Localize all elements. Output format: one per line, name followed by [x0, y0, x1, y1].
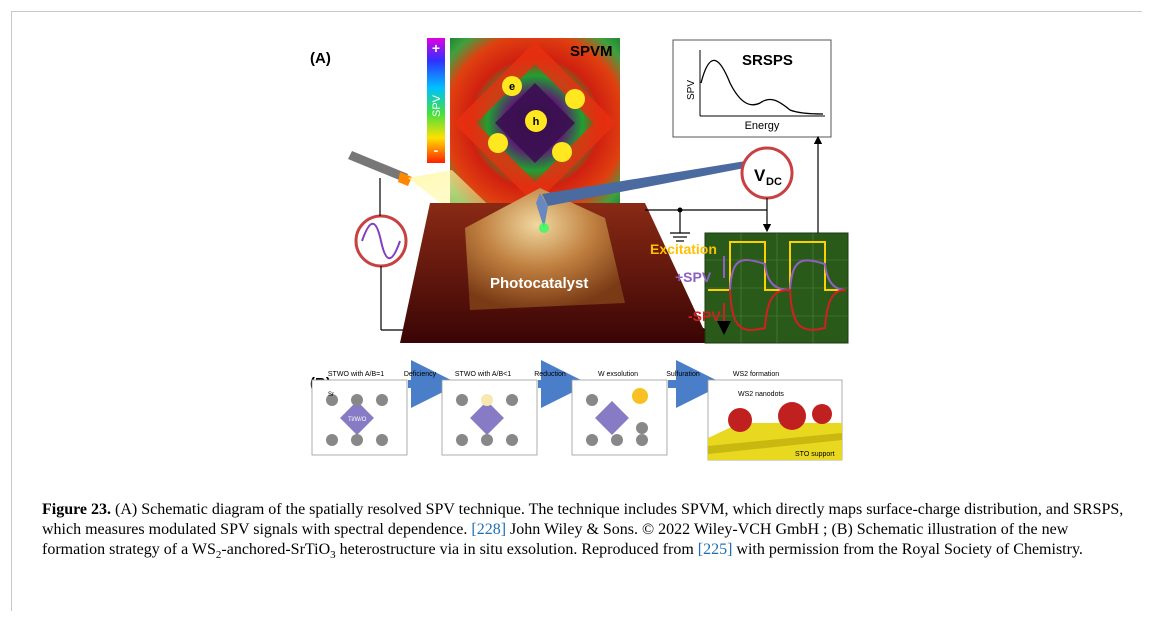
- vdc-subscript: DC: [766, 176, 782, 188]
- octa-label: Ti/W/O: [348, 417, 367, 423]
- arrow-2-label: Reduction: [534, 371, 566, 378]
- reference-link-2[interactable]: [225]: [697, 541, 733, 558]
- scale-spv-label: SPV: [431, 94, 443, 117]
- spvm-title: SPVM: [570, 43, 613, 60]
- arrow-1: Deficiency: [404, 360, 459, 408]
- caption-text-5: with permission from the Royal Society o…: [732, 541, 1083, 558]
- electron-label: e: [509, 81, 515, 93]
- figure-label: Figure 23.: [42, 501, 112, 518]
- srsps-title: SRSPS: [742, 52, 793, 69]
- arrow-3-label: Sulfuration: [666, 371, 700, 378]
- arrow-1-label: Deficiency: [404, 371, 437, 378]
- srsps-plot: SRSPS SPV Energy: [672, 39, 832, 138]
- plus-spv-label: +SPV: [675, 269, 712, 285]
- spvm-map: SPVM e h: [450, 38, 620, 208]
- stage-3: W exsolution: [571, 371, 668, 456]
- excitation-label: Excitation: [650, 241, 717, 257]
- caption-text-2: John Wiley & Sons. © 2022 Wiley-VCH GmbH…: [42, 521, 1069, 558]
- caption-text-1: (A) Schematic diagram of the spatially r…: [42, 501, 1124, 538]
- stage-4-label: WS2 formation: [733, 371, 779, 378]
- stage-1: STWO with A/B=1 Sr Ti/W/O: [311, 371, 408, 456]
- figure-23: (A) + SPV - SPVM e h: [300, 28, 860, 468]
- hole-label: h: [533, 116, 540, 128]
- panel-a-label: (A): [310, 50, 331, 67]
- ac-source: [354, 214, 408, 268]
- srsps-xlabel: Energy: [745, 120, 780, 132]
- caption-text-3: -anchored-SrTiO: [221, 541, 331, 558]
- stage-3-label: W exsolution: [598, 371, 638, 378]
- vdc-source: V DC: [740, 146, 794, 200]
- sr-label: Sr: [328, 392, 334, 398]
- support-label: STO support: [795, 451, 835, 458]
- nanodots-label: WS2 nanodots: [738, 391, 784, 398]
- photocatalyst-sample: Photocatalyst: [400, 188, 710, 343]
- vdc-label: V: [754, 166, 766, 185]
- figure-graphic: (A) + SPV - SPVM e h: [310, 38, 849, 461]
- hole-marker: [525, 110, 547, 132]
- photocatalyst-label: Photocatalyst: [490, 275, 588, 292]
- scale-minus-label: -: [434, 142, 439, 158]
- caption-subscript-1: 2: [215, 549, 222, 562]
- spv-color-scale: + SPV -: [427, 38, 445, 163]
- arrow-2: Reduction: [534, 360, 589, 408]
- stage-4: WS2 formation WS2 nanodots STO support: [707, 371, 843, 461]
- stage-1-label: STWO with A/B=1: [328, 371, 384, 378]
- figure-caption: Figure 23. (A) Schematic diagram of the …: [42, 500, 1132, 562]
- oscilloscope-display: [704, 232, 849, 344]
- arrow-3: Sulfuration: [666, 360, 724, 408]
- page-frame-top: [11, 11, 1142, 12]
- caption-text-4: heterostructure via in situ exsolution. …: [335, 541, 698, 558]
- srsps-ylabel: SPV: [686, 80, 697, 100]
- electron-markers: e: [488, 76, 585, 162]
- stage-2-label: STWO with A/B<1: [455, 371, 511, 378]
- afm-cantilever: [536, 160, 755, 233]
- page-frame-left: [11, 11, 12, 611]
- stage-2: STWO with A/B<1: [441, 371, 538, 456]
- minus-spv-label: -SPV: [688, 308, 721, 324]
- caption-subscript-2: 3: [330, 549, 336, 562]
- scale-plus-label: +: [432, 40, 440, 56]
- reference-link-1[interactable]: [228]: [471, 521, 507, 538]
